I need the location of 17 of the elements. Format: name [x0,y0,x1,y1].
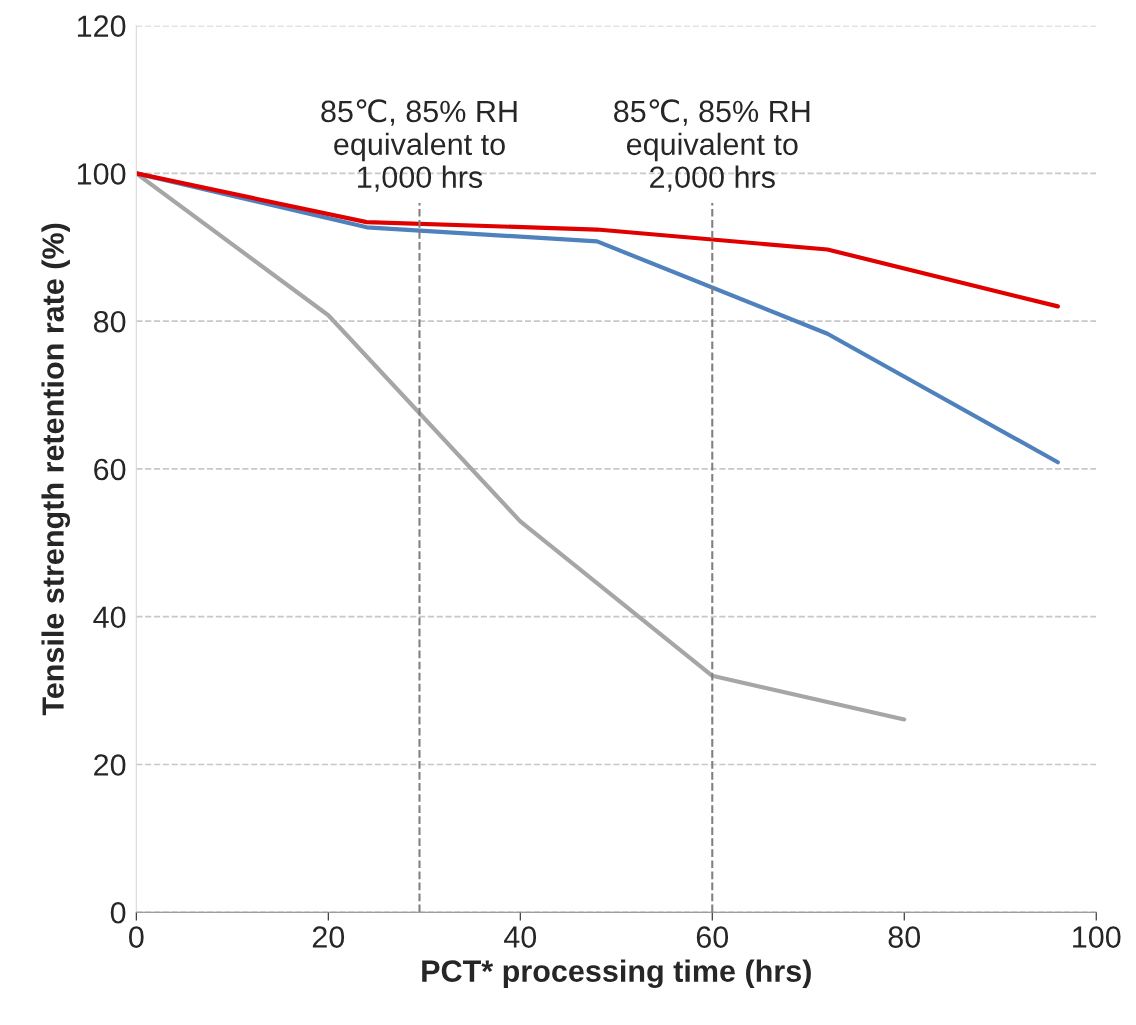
y-tick-label: 120 [77,15,126,37]
x-tick-label: 80 [888,926,921,948]
y-tick-label: 60 [94,458,126,481]
ref-line-label: 85℃, 85% RH equivalent to 2,000 hrs [614,99,810,192]
ref-line-label: 85℃, 85% RH equivalent to 1,000 hrs [321,99,517,192]
y-tick-label: 0 [110,901,126,924]
x-axis-title: PCT* processing time (hrs) [422,959,811,989]
y-tick-label: 80 [93,310,126,333]
y-axis-title: Tensile strength retention rate (%) [41,223,71,716]
x-tick-label: 100 [1073,926,1121,948]
y-tick-label: 40 [93,606,126,629]
x-tick-label: 60 [696,926,729,948]
x-tick-label: 0 [129,926,144,948]
y-tick-label: 100 [77,163,126,185]
y-tick-label: 20 [94,754,126,776]
x-tick-label: 20 [312,926,345,948]
x-tick-label: 40 [504,926,537,948]
